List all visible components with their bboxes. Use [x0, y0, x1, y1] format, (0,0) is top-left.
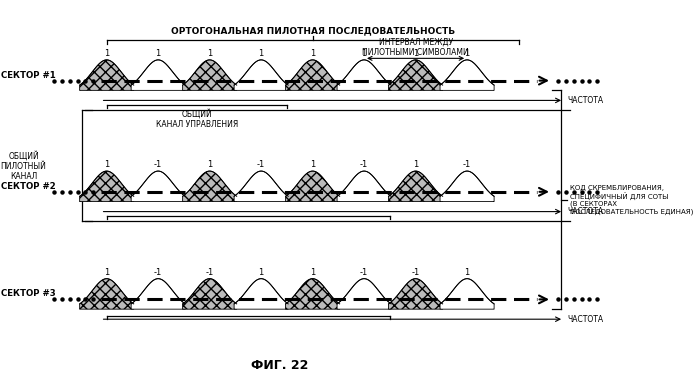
Text: ОРТОГОНАЛЬНАЯ ПИЛОТНАЯ ПОСЛЕДОВАТЕЛЬНОСТЬ: ОРТОГОНАЛЬНАЯ ПИЛОТНАЯ ПОСЛЕДОВАТЕЛЬНОСТ…	[170, 26, 454, 35]
Text: -1: -1	[257, 160, 265, 169]
Text: 1: 1	[258, 268, 264, 277]
Text: 1: 1	[156, 49, 161, 58]
Text: 1: 1	[207, 49, 212, 58]
Text: -1: -1	[411, 268, 419, 277]
Text: СЕКТОР #1: СЕКТОР #1	[1, 71, 55, 80]
Text: 1: 1	[464, 49, 470, 58]
Text: 1: 1	[310, 160, 315, 169]
Text: 1: 1	[413, 49, 418, 58]
Text: 1: 1	[413, 160, 418, 169]
Text: -1: -1	[154, 268, 163, 277]
Text: 1: 1	[464, 268, 470, 277]
Text: 1: 1	[104, 49, 110, 58]
Text: 1: 1	[104, 268, 110, 277]
Text: 1: 1	[258, 49, 264, 58]
Text: ОБЩИЙ
КАНАЛ УПРАВЛЕНИЯ: ОБЩИЙ КАНАЛ УПРАВЛЕНИЯ	[156, 109, 238, 129]
Text: СЕКТОР #3: СЕКТОР #3	[1, 290, 55, 298]
Text: 1: 1	[207, 160, 212, 169]
Text: -1: -1	[360, 160, 369, 169]
Text: 1: 1	[310, 49, 315, 58]
Text: 1: 1	[310, 268, 315, 277]
Text: ОБЩИЙ
ПИЛОТНЫЙ
КАНАЛ: ОБЩИЙ ПИЛОТНЫЙ КАНАЛ	[1, 150, 47, 181]
Text: 1: 1	[104, 160, 110, 169]
Text: -1: -1	[463, 160, 471, 169]
Text: ЧАСТОТА: ЧАСТОТА	[567, 96, 603, 105]
Text: ЧАСТОТА: ЧАСТОТА	[567, 207, 603, 216]
Text: ФИГ. 22: ФИГ. 22	[251, 359, 308, 372]
Text: СЕКТОР #2: СЕКТОР #2	[1, 182, 55, 191]
Text: -1: -1	[154, 160, 163, 169]
Text: 1: 1	[362, 49, 366, 58]
Text: ИНТЕРВАЛ МЕЖДУ
ПИЛОТНЫМИ СИМВОЛАМИ: ИНТЕРВАЛ МЕЖДУ ПИЛОТНЫМИ СИМВОЛАМИ	[362, 37, 469, 57]
Text: КОД СКРЕМБЛИРОВАНИЯ,
СПЕЦИФИЧНЫЙ ДЛЯ СОТЫ
(В СЕКТОРАХ
ПОСЛЕДОВАТЕЛЬНОСТЬ ЕДИНАЯ): КОД СКРЕМБЛИРОВАНИЯ, СПЕЦИФИЧНЫЙ ДЛЯ СОТ…	[570, 184, 693, 215]
Text: -1: -1	[205, 268, 214, 277]
Text: ЧАСТОТА: ЧАСТОТА	[567, 315, 603, 324]
Text: -1: -1	[360, 268, 369, 277]
